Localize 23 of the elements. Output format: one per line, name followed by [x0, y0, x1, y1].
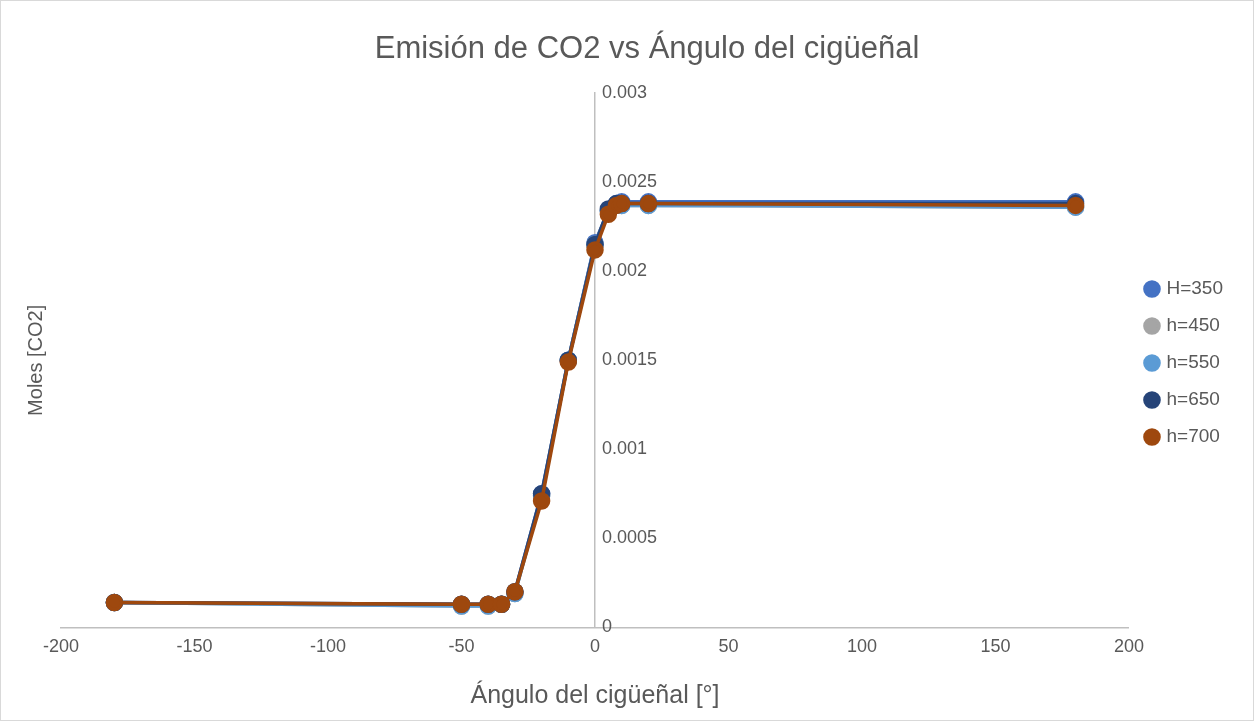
x-tick-label: -100	[309, 636, 347, 657]
chart-title: Emisión de CO2 vs Ángulo del cigüeñal	[374, 30, 920, 66]
x-axis-title: Ángulo del cigüeñal [°]	[470, 679, 720, 708]
legend-label: h=650	[1166, 388, 1220, 410]
legend-label: h=700	[1166, 425, 1220, 447]
y-tick-label: 0.0025	[601, 171, 658, 192]
y-tick-label: 0.0005	[601, 527, 658, 548]
y-tick-label: 0.002	[601, 260, 648, 281]
legend-label: h=550	[1166, 351, 1220, 373]
x-tick-label: 200	[1113, 636, 1145, 657]
y-tick-label: 0.003	[601, 82, 648, 103]
legend-label: H=350	[1166, 277, 1224, 299]
x-tick-label: -50	[448, 636, 475, 657]
x-tick-label: 150	[980, 636, 1011, 657]
x-tick-label: -150	[176, 636, 213, 657]
x-tick-label: 100	[846, 636, 878, 657]
x-tick-label: 50	[718, 636, 739, 657]
y-tick-label: 0.0015	[601, 349, 658, 370]
y-tick-label: 0.001	[601, 438, 648, 459]
y-axis-title: Moles [CO2]	[23, 304, 46, 416]
legend-label: h=450	[1166, 314, 1220, 336]
y-tick-label: 0	[601, 616, 613, 637]
x-tick-label: -200	[42, 636, 80, 657]
